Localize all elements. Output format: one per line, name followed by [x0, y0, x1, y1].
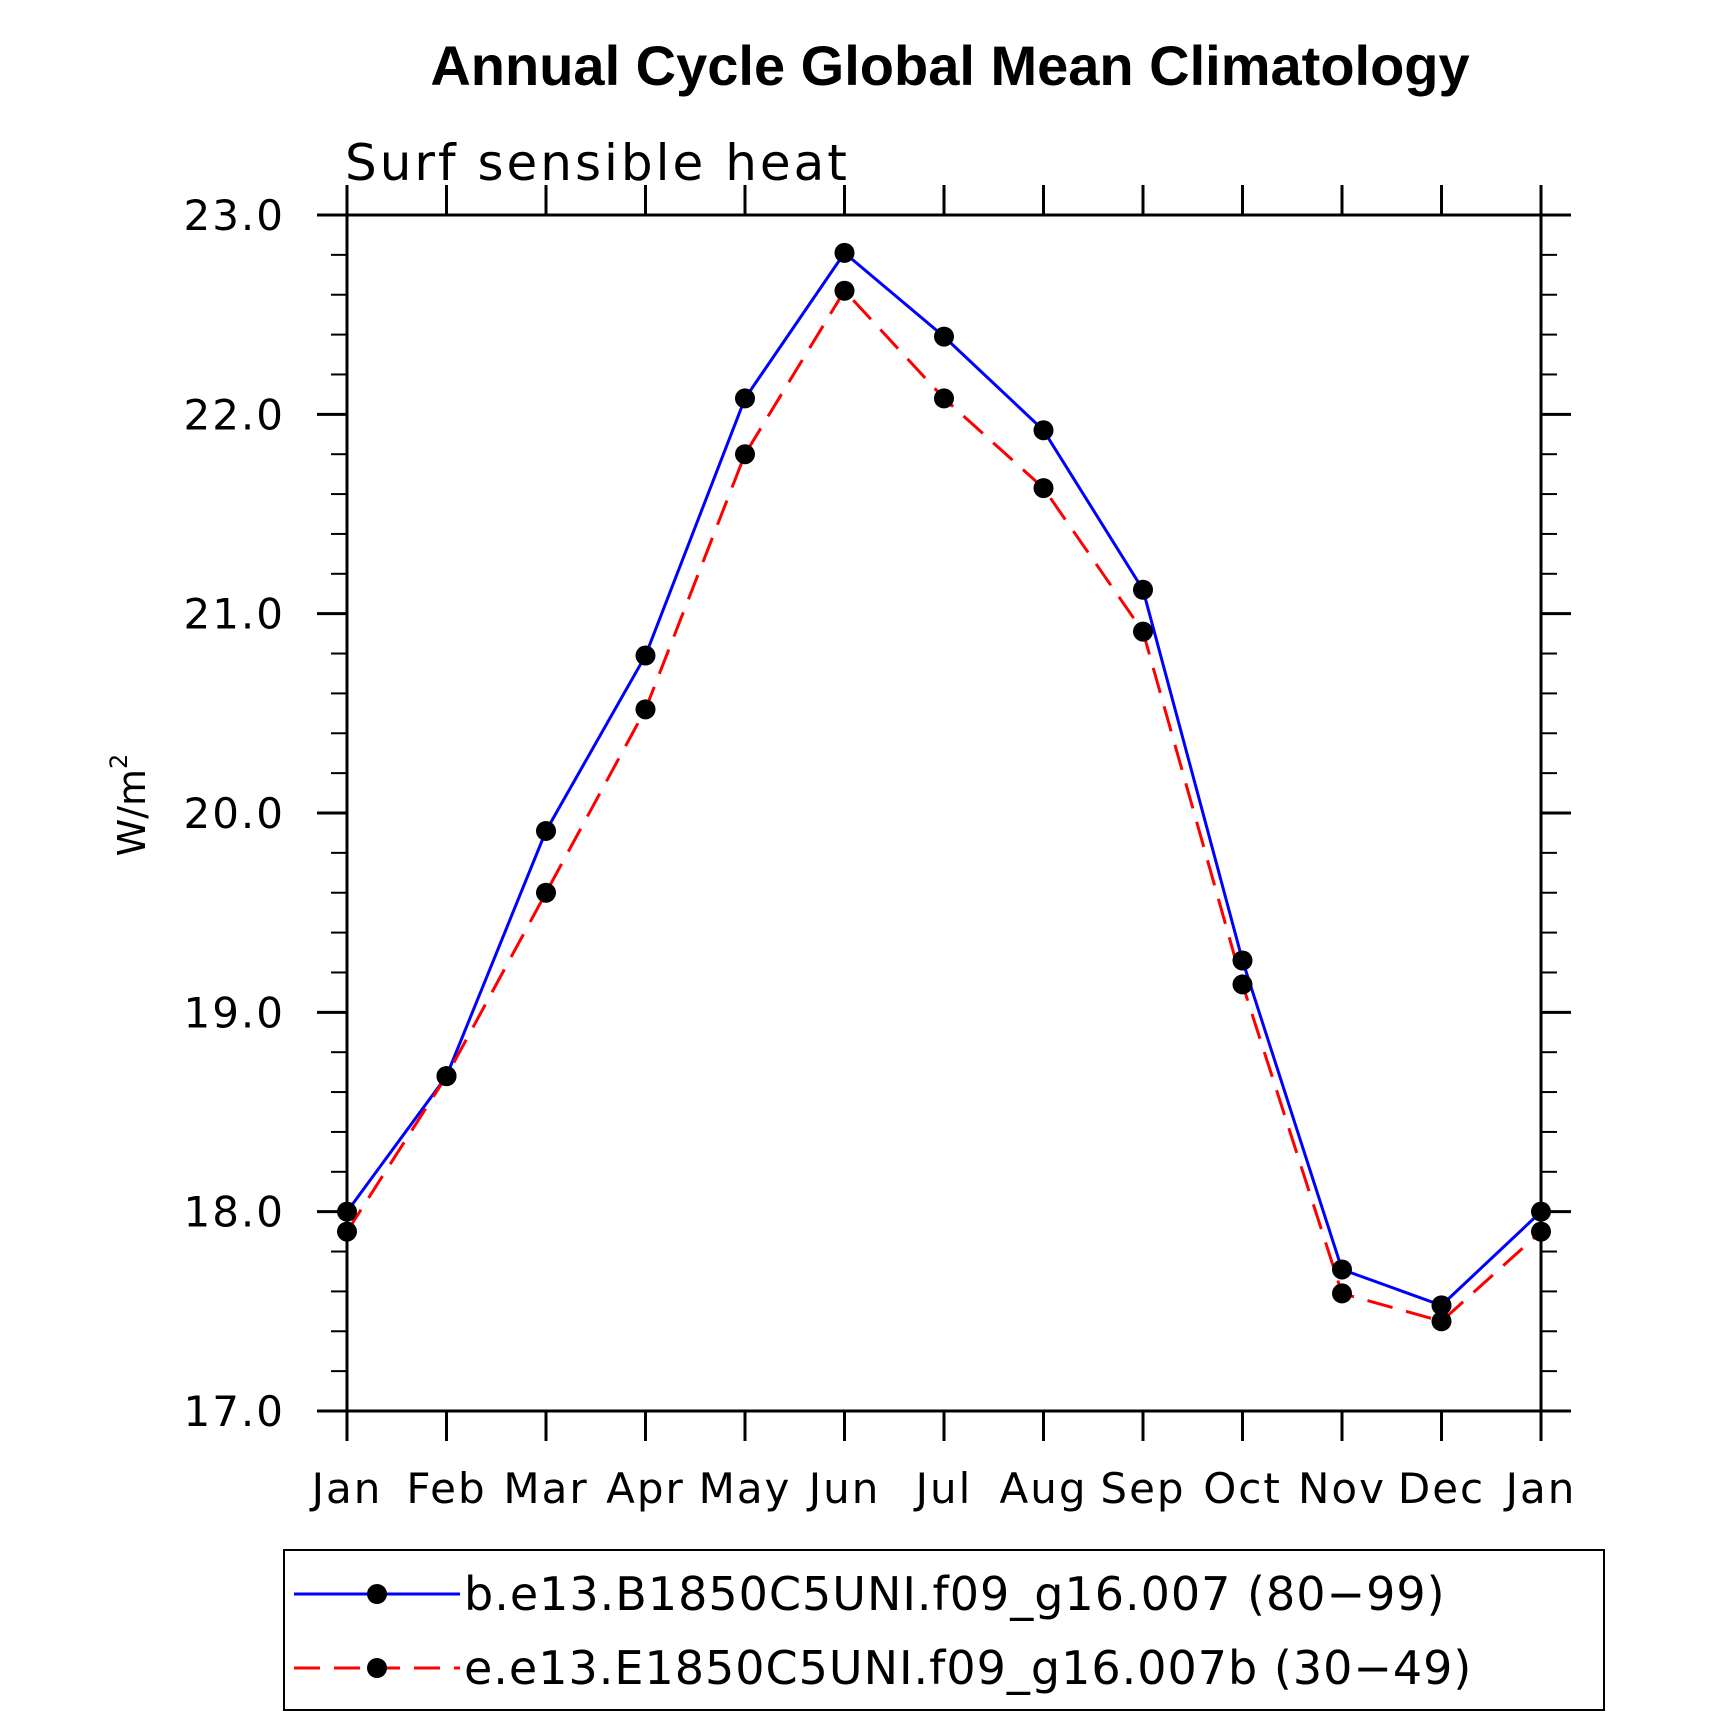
series-2-point: [436, 1066, 457, 1087]
series-2-point: [834, 280, 855, 301]
x-tick-label: Aug: [999, 1464, 1087, 1513]
y-tick-label: 18.0: [183, 1188, 285, 1237]
legend: b.e13.B1850C5UNI.f09_g16.007 (80−99) e.e1…: [283, 1549, 1605, 1711]
y-tick-label: 21.0: [183, 590, 285, 639]
series-1-point: [1531, 1201, 1551, 1222]
y-tick-label: 19.0: [183, 988, 285, 1037]
x-tick-label: Nov: [1298, 1464, 1386, 1513]
legend-label-1: b.e13.B1850C5UNI.f09_g16.007 (80−99): [464, 1567, 1446, 1621]
series-1-point: [1332, 1259, 1352, 1280]
series-line-1: [345, 250, 1543, 1308]
series-1-point: [1133, 579, 1153, 600]
series-1-point: [1232, 950, 1253, 971]
y-tick-label: 17.0: [183, 1387, 285, 1436]
series-1-point: [934, 326, 954, 347]
x-tick-label: May: [699, 1464, 792, 1513]
series-1-point: [735, 388, 755, 409]
chart-title: Annual Cycle Global Mean Climatology: [430, 34, 1469, 97]
series-2-point: [1531, 1221, 1551, 1242]
x-tick-label: Jul: [913, 1464, 973, 1513]
series-1-point: [1431, 1295, 1452, 1316]
plot-area: 17.0 18.0 19.0 20.0 21.0 22.0 23.0 Jan Feb Mar Apr…: [183, 185, 1577, 1513]
series-1-point: [536, 820, 556, 841]
y-tick-label: 22.0: [183, 390, 285, 439]
x-tick-label: Apr: [606, 1464, 685, 1513]
y-tick-label: 23.0: [183, 191, 285, 240]
y-axis-label-superscript: 2: [105, 754, 133, 769]
x-tick-label: Jan: [309, 1464, 383, 1513]
x-tick-label: Feb: [406, 1464, 486, 1513]
series-2-point: [1332, 1283, 1352, 1304]
legend-box: [283, 1549, 1605, 1711]
series-2-point: [1033, 478, 1054, 499]
x-tick-label: Sep: [1100, 1464, 1185, 1513]
series-2-point: [1133, 621, 1153, 642]
series-2-point: [735, 444, 755, 465]
series-2-point: [337, 1221, 357, 1242]
x-tick-label: Jan: [1503, 1464, 1577, 1513]
svg-text:W/m2: W/m2: [105, 754, 154, 857]
x-tick-label: Mar: [503, 1464, 588, 1513]
series-2-point: [635, 699, 656, 720]
chart-subtitle: Surf sensible heat: [345, 134, 850, 192]
series-2-point: [1232, 974, 1253, 995]
series-2-point: [1431, 1311, 1452, 1332]
y-tick-label: 20.0: [183, 789, 285, 838]
legend-marker-1: [367, 1584, 387, 1604]
series-2-point: [536, 882, 556, 903]
series-1-point: [1033, 420, 1054, 441]
x-tick-label: Dec: [1398, 1464, 1485, 1513]
x-tick-label: Jun: [806, 1464, 881, 1513]
x-tick-label: Oct: [1203, 1464, 1282, 1513]
legend-label-2: e.e13.E1850C5UNI.f09_g16.007b (30−49): [464, 1641, 1472, 1695]
series-1-point: [337, 1201, 357, 1222]
legend-marker-2: [367, 1658, 387, 1678]
y-axis-label: W/m2: [105, 754, 154, 857]
series-1-point: [635, 645, 656, 666]
series-line-2: [345, 288, 1543, 1323]
series-2-point: [934, 388, 954, 409]
y-axis-label-text: W/m: [110, 769, 154, 856]
series-1-point: [834, 242, 855, 263]
